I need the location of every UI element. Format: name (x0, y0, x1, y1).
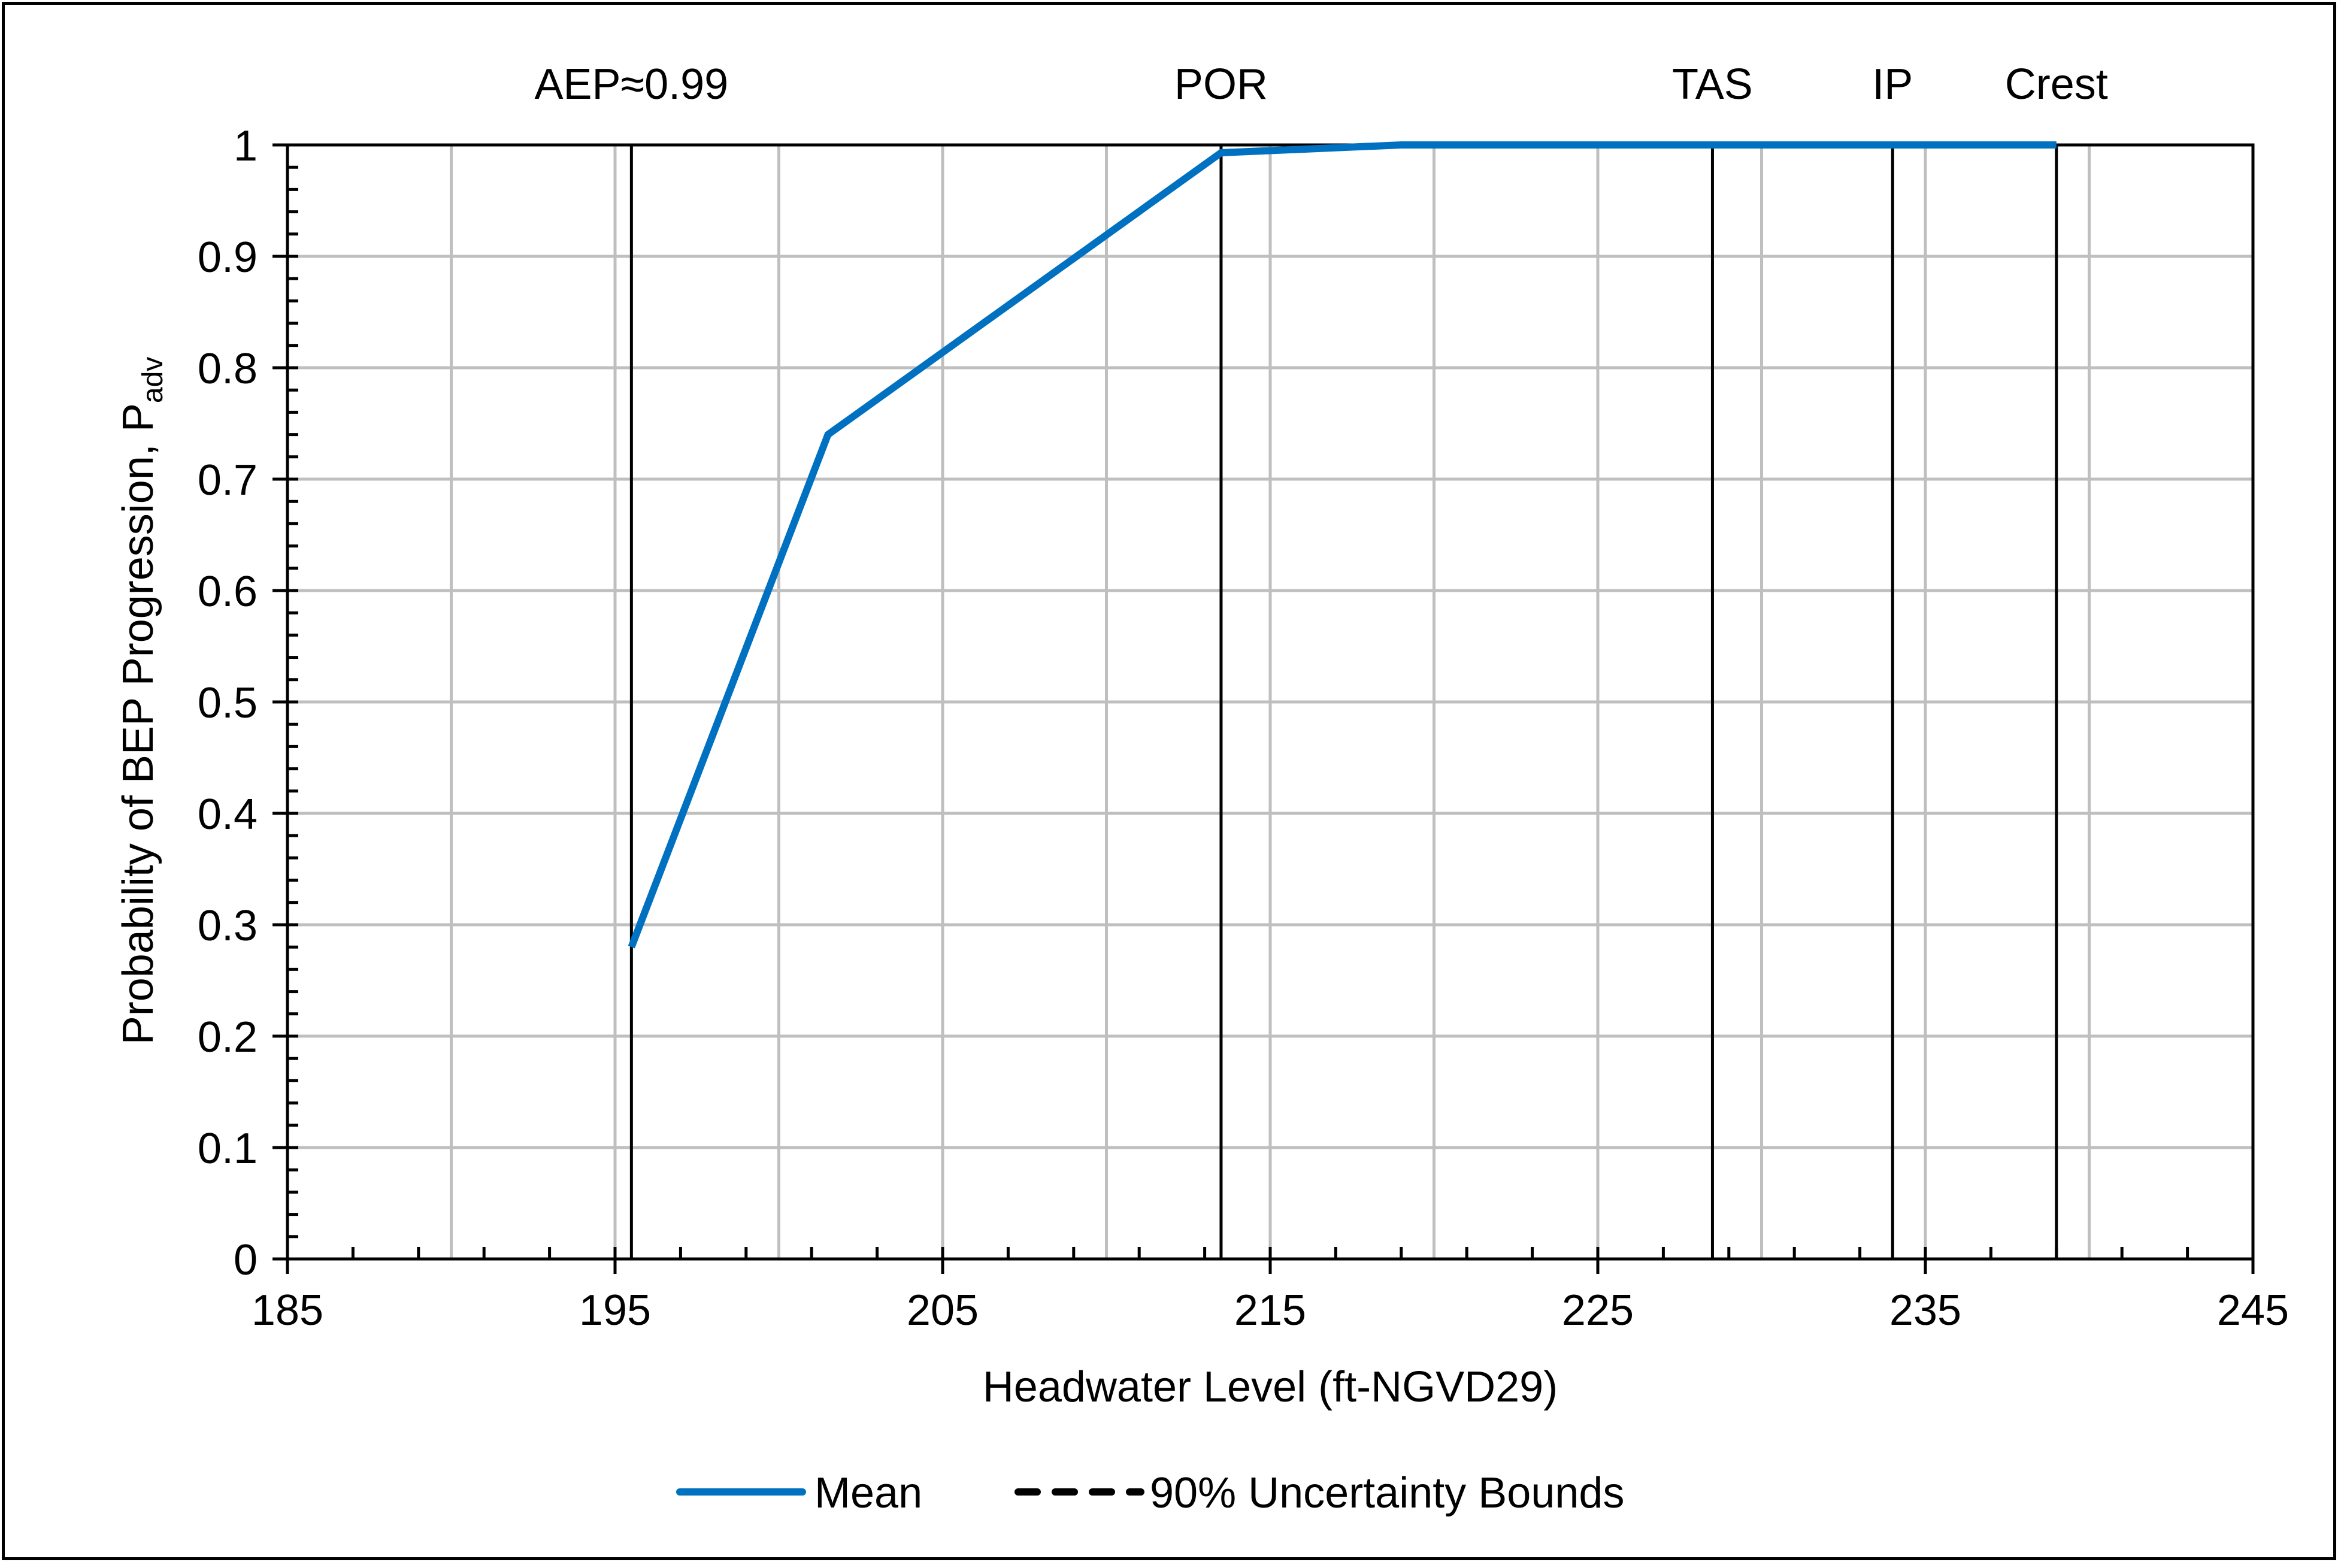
y-tick-label: 0.5 (198, 679, 258, 727)
x-tick-label: 185 (252, 1287, 323, 1334)
reference-label: Crest (2005, 60, 2108, 108)
y-axis-label-text: Probability of BEP Progression, P (114, 403, 162, 1045)
x-tick-label: 205 (907, 1287, 979, 1334)
gridlines (287, 145, 2253, 1259)
reference-label: IP (1872, 60, 1913, 108)
reference-label: AEP≈0.99 (534, 60, 728, 108)
y-tick-label: 1 (234, 122, 258, 170)
y-tick-label: 0.6 (198, 568, 258, 616)
x-tick-label: 235 (1889, 1287, 1961, 1334)
y-tick-label: 0.7 (198, 456, 258, 504)
x-tick-label: 215 (1234, 1287, 1306, 1334)
legend: Mean 90% Uncertainty Bounds (676, 1469, 1624, 1517)
legend-item-mean[interactable]: Mean (676, 1469, 922, 1517)
x-tick-label: 195 (579, 1287, 651, 1334)
y-axis-label: Probability of BEP Progression, Padv (114, 357, 169, 1045)
y-tick-label: 0.8 (198, 345, 258, 393)
y-tick-label: 0.4 (198, 791, 258, 839)
reference-label: TAS (1672, 60, 1753, 108)
y-tick-label: 0.3 (198, 902, 258, 950)
reference-label: POR (1174, 60, 1268, 108)
tick-labels: 185 195 205 215 225 235 245 0 0.1 0.2 0.3 0.4 0.5 0.6… (198, 122, 2289, 1334)
svg-text:Probability of BEP Progression: Probability of BEP Progression, Padv (114, 357, 169, 1045)
mean-line (628, 141, 2057, 949)
series-mean (628, 141, 2057, 949)
x-tick-label: 225 (1562, 1287, 1634, 1334)
y-tick-label: 0 (234, 1236, 258, 1284)
reference-lines (629, 145, 2058, 1259)
x-tick-label: 245 (2217, 1287, 2289, 1334)
x-axis-label: Headwater Level (ft-NGVD29) (983, 1363, 1558, 1411)
legend-label-mean: Mean (814, 1469, 922, 1517)
legend-item-uncertainty[interactable]: 90% Uncertainty Bounds (1014, 1469, 1624, 1517)
reference-labels: AEP≈0.99 POR TAS IP Crest (534, 60, 2107, 108)
legend-label-uncertainty: 90% Uncertainty Bounds (1150, 1469, 1624, 1517)
y-axis-label-subscript: adv (137, 357, 169, 403)
y-tick-label: 0.2 (198, 1013, 258, 1061)
axes (272, 143, 2255, 1274)
y-tick-label: 0.1 (198, 1125, 258, 1173)
y-tick-label: 0.9 (198, 234, 258, 281)
